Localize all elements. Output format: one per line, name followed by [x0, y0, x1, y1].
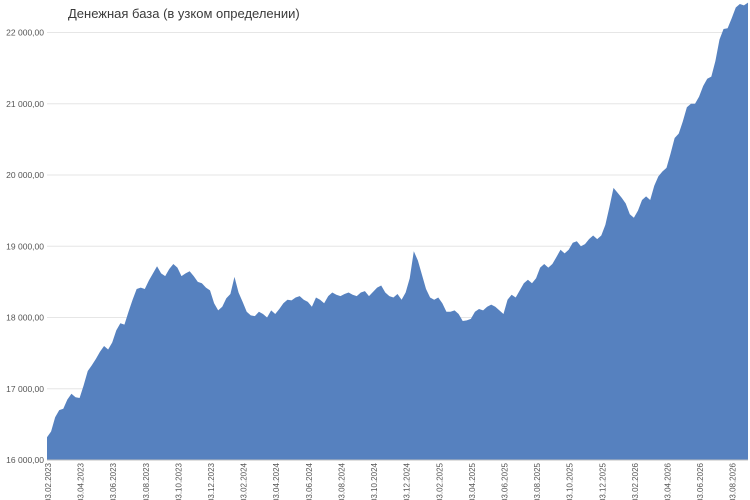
x-tick-label: 03.04.2026: [663, 462, 672, 500]
y-tick-label: 16 000,00: [6, 455, 44, 465]
x-tick-label: 03.10.2023: [174, 462, 183, 500]
x-tick-label: 03.08.2026: [729, 462, 738, 500]
series-area: [47, 2, 748, 460]
x-tick-label: 03.06.2025: [500, 462, 509, 500]
x-tick-label: 03.08.2023: [142, 462, 151, 500]
x-tick-label: 03.06.2023: [109, 462, 118, 500]
x-tick-label: 03.12.2023: [207, 462, 216, 500]
x-tick-label: 03.10.2024: [370, 462, 379, 500]
x-tick-label: 03.04.2024: [272, 462, 281, 500]
x-tick-label: 03.06.2024: [305, 462, 314, 500]
x-tick-label: 03.04.2025: [468, 462, 477, 500]
x-tick-label: 03.12.2025: [598, 462, 607, 500]
y-tick-label: 22 000,00: [6, 28, 44, 38]
x-tick-label: 03.08.2025: [533, 462, 542, 500]
x-tick-label: 03.02.2023: [44, 462, 53, 500]
x-tick-label: 03.04.2023: [77, 462, 86, 500]
chart-title: Денежная база (в узком определении): [68, 6, 300, 21]
x-tick-label: 03.06.2026: [696, 462, 705, 500]
x-tick-label: 03.08.2024: [337, 462, 346, 500]
x-tick-label: 03.10.2025: [566, 462, 575, 500]
x-tick-label: 03.12.2024: [403, 462, 412, 500]
y-tick-label: 20 000,00: [6, 170, 44, 180]
x-tick-label: 03.02.2024: [240, 462, 249, 500]
x-tick-label: 03.02.2026: [631, 462, 640, 500]
y-tick-label: 17 000,00: [6, 384, 44, 394]
x-tick-label: 03.02.2025: [435, 462, 444, 500]
y-tick-label: 18 000,00: [6, 313, 44, 323]
y-tick-label: 19 000,00: [6, 241, 44, 251]
y-tick-label: 21 000,00: [6, 99, 44, 109]
